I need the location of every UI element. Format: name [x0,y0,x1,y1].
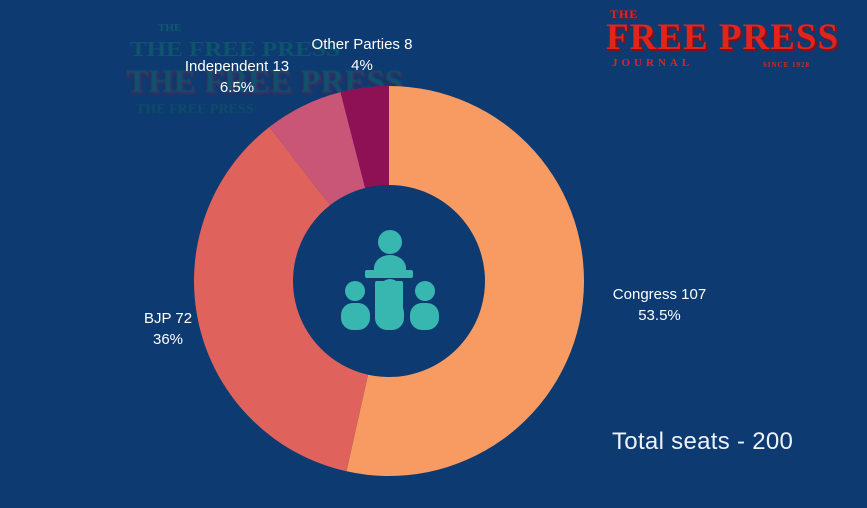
label-other-parties-percent: 4% [351,57,373,74]
donut-slice-other-parties [340,86,389,189]
label-other-parties-name: Other Parties 8 [311,36,413,53]
free-press-journal-logo: THE FREE PRESS JOURNAL SINCE 1928 [606,8,862,69]
seat-share-donut-chart [194,86,585,476]
label-independent-percent: 6.5% [219,79,255,96]
label-other-parties: Other Parties 8 4% [282,34,442,76]
label-congress-name: Congress 107 [612,286,707,303]
label-independent-name: Independent 13 [184,58,290,75]
speaker-head [378,230,402,254]
logo-the: THE [610,7,639,21]
artifact-text: THE [158,22,182,34]
donut-slice-bjp [194,126,369,472]
assembly-podium-icon [341,230,439,330]
label-bjp: BJP 72 36% [108,308,228,350]
audience-body [375,301,404,330]
audience-body [410,303,439,330]
label-congress: Congress 107 53.5% [592,284,727,326]
donut-slice-congress [346,86,585,476]
donut-slice-independent [269,92,366,206]
audience-head [380,279,400,299]
audience-head [345,281,365,301]
label-independent: Independent 13 6.5% [157,56,317,98]
logo-subline: JOURNAL SINCE 1928 [612,57,824,69]
label-congress-percent: 53.5% [638,307,681,324]
podium-top [365,270,413,278]
total-seats-label: Total seats - 200 [612,428,794,455]
label-bjp-name: BJP 72 [143,310,193,327]
audience-body [341,303,370,330]
label-bjp-percent: 36% [152,331,184,348]
logo-name: FREE PRESS [606,17,840,58]
speaker-body [374,255,406,271]
logo-journal: JOURNAL [612,57,694,69]
audience-head [415,281,435,301]
donut-slices [194,86,585,476]
logo-since: SINCE 1928 [762,61,810,69]
